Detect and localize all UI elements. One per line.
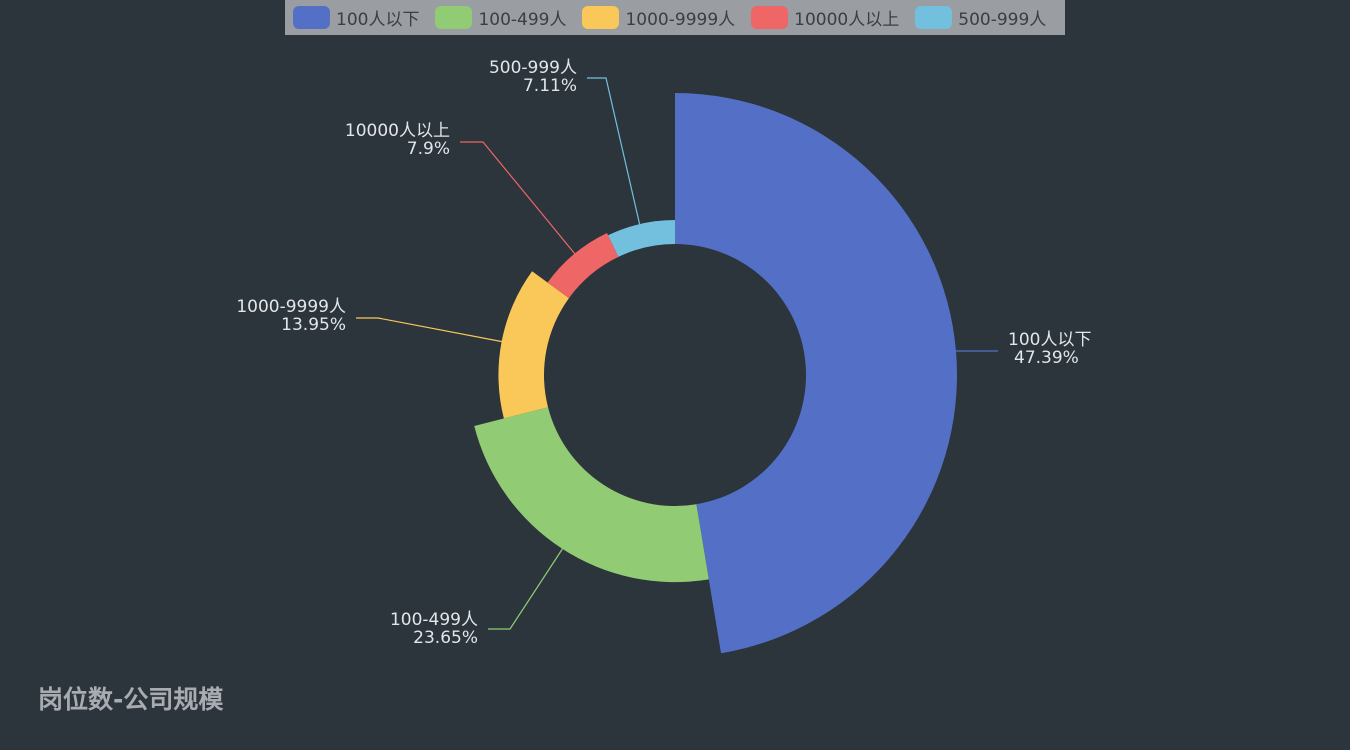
slice-over-10000[interactable]	[547, 232, 619, 299]
legend-swatch	[751, 6, 789, 29]
legend-swatch	[293, 6, 330, 29]
legend-swatch	[915, 6, 953, 29]
legend-label: 10000人以上	[794, 10, 900, 30]
legend-item-under-100[interactable]: 100人以下	[293, 5, 419, 30]
slice-label-value-1000-9999: 13.95%	[281, 315, 346, 335]
legend-item-500-999[interactable]: 500-999人	[915, 5, 1046, 30]
legend-label: 100人以下	[336, 10, 420, 30]
slice-label-value-over-10000: 7.9%	[407, 139, 450, 159]
slice-label-name-100-499: 100-499人	[390, 610, 478, 630]
legend-item-100-499[interactable]: 100-499人	[435, 5, 566, 30]
chart-legend: 100人以下 100-499人 1000-9999人 10000人以上 500-…	[285, 0, 1065, 35]
chart-title: 岗位数-公司规模	[38, 685, 224, 714]
slice-label-name-over-10000: 10000人以上	[345, 121, 450, 141]
slice-label-name-500-999: 500-999人	[489, 58, 577, 78]
leader-line-100-499	[488, 547, 564, 630]
legend-swatch	[582, 6, 620, 29]
leader-line-over-10000	[460, 141, 576, 255]
slice-label-value-500-999: 7.11%	[523, 76, 577, 96]
slice-label-value-100-499: 23.65%	[413, 628, 478, 648]
legend-label: 100-499人	[478, 10, 567, 30]
slice-label-name-1000-9999: 1000-9999人	[236, 297, 346, 317]
slice-500-999[interactable]	[608, 220, 675, 257]
slice-100-499[interactable]	[474, 407, 709, 583]
legend-item-over-10000[interactable]: 10000人以上	[751, 5, 899, 30]
leader-line-500-999	[587, 77, 641, 227]
slice-under-100[interactable]	[675, 93, 957, 654]
slice-label-name-under-100: 100人以下	[1008, 330, 1091, 350]
slice-label-value-under-100: 47.39%	[1014, 348, 1079, 368]
leader-line-1000-9999	[356, 317, 505, 343]
legend-item-1000-9999[interactable]: 1000-9999人	[582, 5, 735, 30]
legend-swatch	[435, 6, 473, 29]
slice-1000-9999[interactable]	[498, 271, 569, 419]
legend-label: 1000-9999人	[625, 10, 736, 30]
legend-label: 500-999人	[958, 10, 1047, 30]
